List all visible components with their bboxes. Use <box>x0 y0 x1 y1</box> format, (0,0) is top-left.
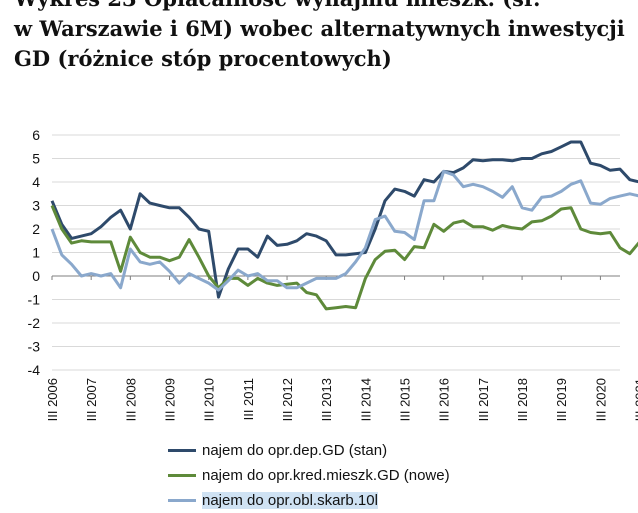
x-tick-label: III 2016 <box>437 378 452 421</box>
series-line-nowe <box>50 204 638 311</box>
series-line-stan <box>50 140 638 299</box>
y-tick-label: 1 <box>32 245 40 261</box>
y-tick-label: -3 <box>28 339 41 355</box>
legend-label-stan: najem do opr.dep.GD (stan) <box>202 442 388 459</box>
x-tick-label: III 2018 <box>515 378 530 421</box>
legend-swatch-stan <box>168 449 196 452</box>
legend-swatch-nowe <box>168 474 196 477</box>
y-tick-label: 5 <box>32 151 40 167</box>
x-tick-label: III 2017 <box>476 378 491 421</box>
legend-label-nowe: najem do opr.kred.mieszk.GD (nowe) <box>202 467 450 484</box>
x-tick-label: III 2006 <box>45 378 60 421</box>
x-tick-label: III 2020 <box>593 378 608 421</box>
legend-label-obl: najem do opr.obl.skarb.10l <box>202 492 378 509</box>
x-tick-label: III 2007 <box>84 378 99 421</box>
legend: najem do opr.dep.GD (stan) najem do opr.… <box>168 438 450 513</box>
x-tick-label: III 2015 <box>398 378 413 421</box>
x-tick-label: III 2008 <box>123 378 138 421</box>
legend-item-nowe: najem do opr.kred.mieszk.GD (nowe) <box>168 463 450 488</box>
legend-swatch-obl <box>168 499 196 502</box>
y-tick-label: 2 <box>32 221 40 237</box>
legend-item-obl: najem do opr.obl.skarb.10l <box>168 488 450 513</box>
x-tick-label: III 2021 <box>633 378 638 421</box>
series-line-obl <box>50 169 638 292</box>
y-tick-label: 0 <box>32 268 40 284</box>
x-tick-label: III 2019 <box>554 378 569 421</box>
chart-title: Wykres 23 Opłacalność wynajmu mieszk. (ś… <box>14 0 634 74</box>
legend-item-stan: najem do opr.dep.GD (stan) <box>168 438 450 463</box>
y-tick-label: 3 <box>32 198 40 214</box>
title-line-3: GD (różnice stóp procentowych) <box>14 46 392 71</box>
title-line-2: w Warszawie i 6M) wobec alternatywnych i… <box>14 16 625 41</box>
title-line-1: Wykres 23 Opłacalność wynajmu mieszk. (ś… <box>14 0 634 14</box>
x-tick-label: III 2009 <box>163 378 178 421</box>
line-chart: -4 -3 -2 -1 0 1 2 3 4 5 6 III 2006 III 2007 III 2008 I… <box>28 127 638 421</box>
x-tick-label: III 2010 <box>202 378 217 421</box>
x-tick-label: III 2012 <box>280 378 295 421</box>
y-tick-label: -2 <box>28 315 41 331</box>
x-tick-label: III 2014 <box>358 378 373 421</box>
y-tick-label: -1 <box>28 292 41 308</box>
x-tick-label: III 2013 <box>319 378 334 421</box>
y-tick-label: -4 <box>28 362 41 378</box>
y-tick-label: 6 <box>32 127 40 143</box>
y-tick-label: 4 <box>32 174 40 190</box>
x-tick-label: III 2011 <box>241 378 256 420</box>
